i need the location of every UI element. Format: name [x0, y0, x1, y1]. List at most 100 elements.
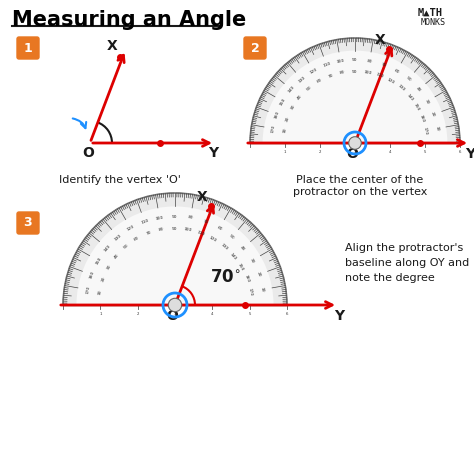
Text: 110: 110 — [197, 230, 206, 237]
Text: 90: 90 — [172, 227, 178, 231]
Text: 90: 90 — [172, 215, 178, 218]
Circle shape — [349, 137, 361, 149]
Text: 60: 60 — [216, 225, 223, 231]
Text: 130: 130 — [396, 84, 405, 92]
Text: 50: 50 — [123, 243, 129, 250]
Wedge shape — [63, 193, 287, 305]
Text: 120: 120 — [126, 225, 136, 232]
Text: 90: 90 — [352, 58, 358, 62]
Text: 160: 160 — [419, 114, 425, 123]
Text: 3: 3 — [354, 150, 356, 154]
Text: 150: 150 — [94, 256, 102, 265]
Text: 140: 140 — [103, 244, 111, 253]
Text: 150: 150 — [413, 103, 420, 112]
Text: 30: 30 — [248, 257, 255, 264]
Text: O: O — [166, 309, 178, 323]
Text: 5: 5 — [248, 312, 251, 316]
Text: 30: 30 — [290, 104, 296, 111]
Text: 3: 3 — [24, 217, 32, 230]
Text: 130: 130 — [297, 75, 306, 84]
Text: 150: 150 — [237, 262, 245, 271]
Text: 140: 140 — [287, 85, 296, 94]
Text: 110: 110 — [375, 72, 384, 79]
Text: M▲TH: M▲TH — [418, 8, 443, 18]
Text: 100: 100 — [363, 70, 372, 75]
Text: Place the center of the
protractor on the vertex: Place the center of the protractor on th… — [293, 175, 427, 197]
Text: 130: 130 — [114, 233, 123, 241]
Text: 20: 20 — [100, 276, 106, 282]
Text: Identify the vertex 'O': Identify the vertex 'O' — [59, 175, 181, 185]
Text: 60: 60 — [393, 68, 400, 74]
Text: 1: 1 — [99, 312, 101, 316]
Wedge shape — [263, 51, 447, 143]
Text: 10: 10 — [260, 287, 264, 293]
Text: 30: 30 — [424, 98, 430, 105]
Text: Measuring an Angle: Measuring an Angle — [12, 10, 246, 30]
Text: 40: 40 — [297, 94, 304, 101]
Text: 90: 90 — [352, 70, 358, 73]
Text: 50: 50 — [405, 76, 412, 83]
Text: O: O — [346, 147, 358, 161]
Text: 3: 3 — [174, 312, 176, 316]
Text: 10: 10 — [282, 128, 287, 134]
FancyBboxPatch shape — [244, 37, 266, 59]
Text: 30: 30 — [106, 264, 112, 270]
Text: 110: 110 — [322, 62, 331, 68]
Circle shape — [168, 298, 182, 312]
Text: 170: 170 — [271, 124, 276, 133]
Text: 80: 80 — [187, 216, 193, 220]
Text: 2: 2 — [319, 150, 321, 154]
Wedge shape — [250, 38, 460, 143]
Text: 6: 6 — [459, 150, 461, 154]
FancyBboxPatch shape — [17, 212, 39, 234]
Text: 2: 2 — [137, 312, 139, 316]
FancyBboxPatch shape — [17, 37, 39, 59]
Text: 110: 110 — [140, 218, 149, 225]
Text: 1: 1 — [284, 150, 286, 154]
Text: 50: 50 — [228, 234, 235, 241]
Text: 20: 20 — [285, 116, 291, 122]
Text: 170: 170 — [85, 285, 91, 294]
Text: X: X — [197, 190, 208, 204]
Text: 120: 120 — [386, 77, 395, 85]
Text: 70: 70 — [202, 219, 209, 225]
Text: 140: 140 — [229, 251, 237, 260]
Text: 60: 60 — [316, 78, 323, 84]
Text: 150: 150 — [279, 97, 287, 106]
Text: Y: Y — [334, 309, 344, 323]
Text: 1: 1 — [24, 42, 32, 54]
Text: 4: 4 — [211, 312, 214, 316]
Text: Y: Y — [208, 146, 218, 160]
Text: 160: 160 — [89, 270, 95, 280]
Text: 160: 160 — [274, 110, 280, 119]
Text: 120: 120 — [209, 235, 218, 243]
Text: 80: 80 — [366, 59, 373, 64]
Wedge shape — [76, 207, 273, 305]
Text: 10: 10 — [98, 289, 102, 295]
Text: 70$^{\circ}$: 70$^{\circ}$ — [210, 268, 240, 286]
Text: 20: 20 — [255, 271, 261, 278]
Text: 40: 40 — [239, 245, 246, 251]
Text: X: X — [375, 33, 386, 47]
Text: MONKS: MONKS — [421, 18, 446, 27]
Text: 70: 70 — [380, 62, 387, 68]
Text: 80: 80 — [159, 227, 165, 232]
Text: 160: 160 — [243, 275, 250, 284]
Text: 6: 6 — [286, 312, 288, 316]
Text: 100: 100 — [155, 215, 164, 221]
Text: 60: 60 — [134, 236, 140, 242]
Text: 10: 10 — [434, 125, 439, 132]
Text: 20: 20 — [430, 111, 436, 118]
Text: 70: 70 — [328, 73, 334, 79]
Text: 170: 170 — [423, 126, 428, 135]
Text: 80: 80 — [339, 70, 346, 75]
Text: 5: 5 — [424, 150, 426, 154]
Text: 70: 70 — [146, 231, 152, 236]
Text: X: X — [107, 39, 117, 53]
Text: 2: 2 — [251, 42, 259, 54]
Text: 130: 130 — [219, 242, 228, 251]
Text: Y: Y — [465, 147, 474, 161]
Text: 120: 120 — [309, 67, 318, 75]
Text: Align the protractor's
baseline along OY and
note the degree: Align the protractor's baseline along OY… — [345, 243, 469, 283]
Text: 170: 170 — [247, 287, 253, 296]
